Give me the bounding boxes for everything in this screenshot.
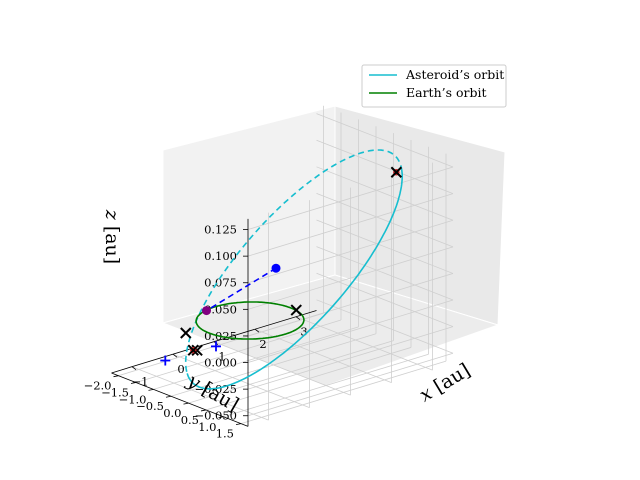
grid-line-y [153,326,359,390]
grid-line-z [316,219,454,274]
y-tick-mark [113,375,119,378]
z-tick-label: 0.100 [204,249,237,263]
asteroid-orbit-back [184,149,402,372]
grid-line-x [295,316,433,371]
grid-line-z [316,299,454,354]
legend-label-asteroid: Asteroid’s orbit [405,67,504,82]
grid-line-x [131,366,269,421]
y-tick-label: −2.0 [84,379,112,393]
y-tick-label: 0.5 [181,413,199,427]
z-tick-label: 0.075 [204,276,237,290]
x-tick-mark [254,328,260,333]
x-tick-label: 2 [259,337,266,351]
x-tick-label: 1 [218,350,225,364]
grid-line-z [316,193,454,248]
z-tick-label: 0.050 [204,302,237,316]
y-axis-line [111,372,249,427]
grid-line-y [170,333,377,397]
grid-line-y [240,360,447,425]
x-tick-mark [295,316,301,321]
y-tick-label: −1.0 [119,392,147,406]
grid-line-z [316,272,454,328]
grid-line-y [135,319,342,383]
z-tick-label: 0.000 [204,356,237,370]
x-axis-label: x[au] [416,359,475,406]
grid-line-z [316,139,454,195]
axis-panes [161,105,506,387]
grid-line-z [247,246,454,310]
asteroid-orbit-front [186,165,403,390]
x-tick-mark [172,353,178,358]
y-tick-label: −0.5 [136,399,164,413]
legend-label-earth: Earth’s orbit [406,85,487,100]
orbit-curves [184,149,403,390]
grid-line-z [316,113,454,168]
grid-line-z [247,166,454,230]
y-tick-label: 1.0 [198,420,216,434]
grid-line-z [316,246,454,301]
orbit-markers [160,166,403,366]
earth-position [202,306,211,316]
perihelion-marker [187,344,200,356]
x-tick-label: −1 [132,375,149,389]
node-cross-c [180,327,192,339]
grid-line-x [213,341,351,396]
grid-line-z [247,219,454,284]
y-tick-mark [235,423,242,426]
legend-box [361,64,507,108]
grid-lines [118,105,454,425]
grid-line-z [247,273,454,337]
y-tick-mark [148,388,154,391]
grid-line-z [247,193,454,257]
grid-line-z [247,326,454,390]
asteroid-position [271,263,281,273]
y-tick-label: 0.0 [163,406,181,420]
z-tick-label: −0.050 [194,409,237,423]
asteroid-earth-line [206,267,277,312]
grid-line-z [247,352,454,417]
grid-line-x [254,328,392,384]
aphelion-marker [390,166,403,178]
x-tick-label: 3 [300,325,307,339]
legend: Asteroid’s orbit Earth’s orbit [361,64,507,108]
plus-marker-b [160,355,171,366]
grid-line-y [188,340,394,404]
x-tick-mark [131,366,137,371]
z-axis-label: z[au] [101,209,123,264]
grid-line-z [316,166,454,221]
y-tick-mark [218,416,224,419]
x-tick-label: 0 [177,362,184,376]
y-tick-mark [165,395,172,398]
earth-orbit-front [195,301,305,340]
y-tick-label: 1.5 [216,427,234,441]
node-cross-b [191,344,203,356]
y-tick-label: −1.5 [101,386,129,400]
z-tick-label: 0.125 [204,223,237,237]
grid-line-y [205,347,412,411]
plus-marker-a [211,341,221,352]
y-tick-mark [130,382,137,384]
grid-line-z [247,299,454,363]
y-tick-mark [183,402,189,405]
y-tick-mark [200,409,207,412]
node-cross-a [290,304,302,316]
grid-line-y [223,353,429,418]
